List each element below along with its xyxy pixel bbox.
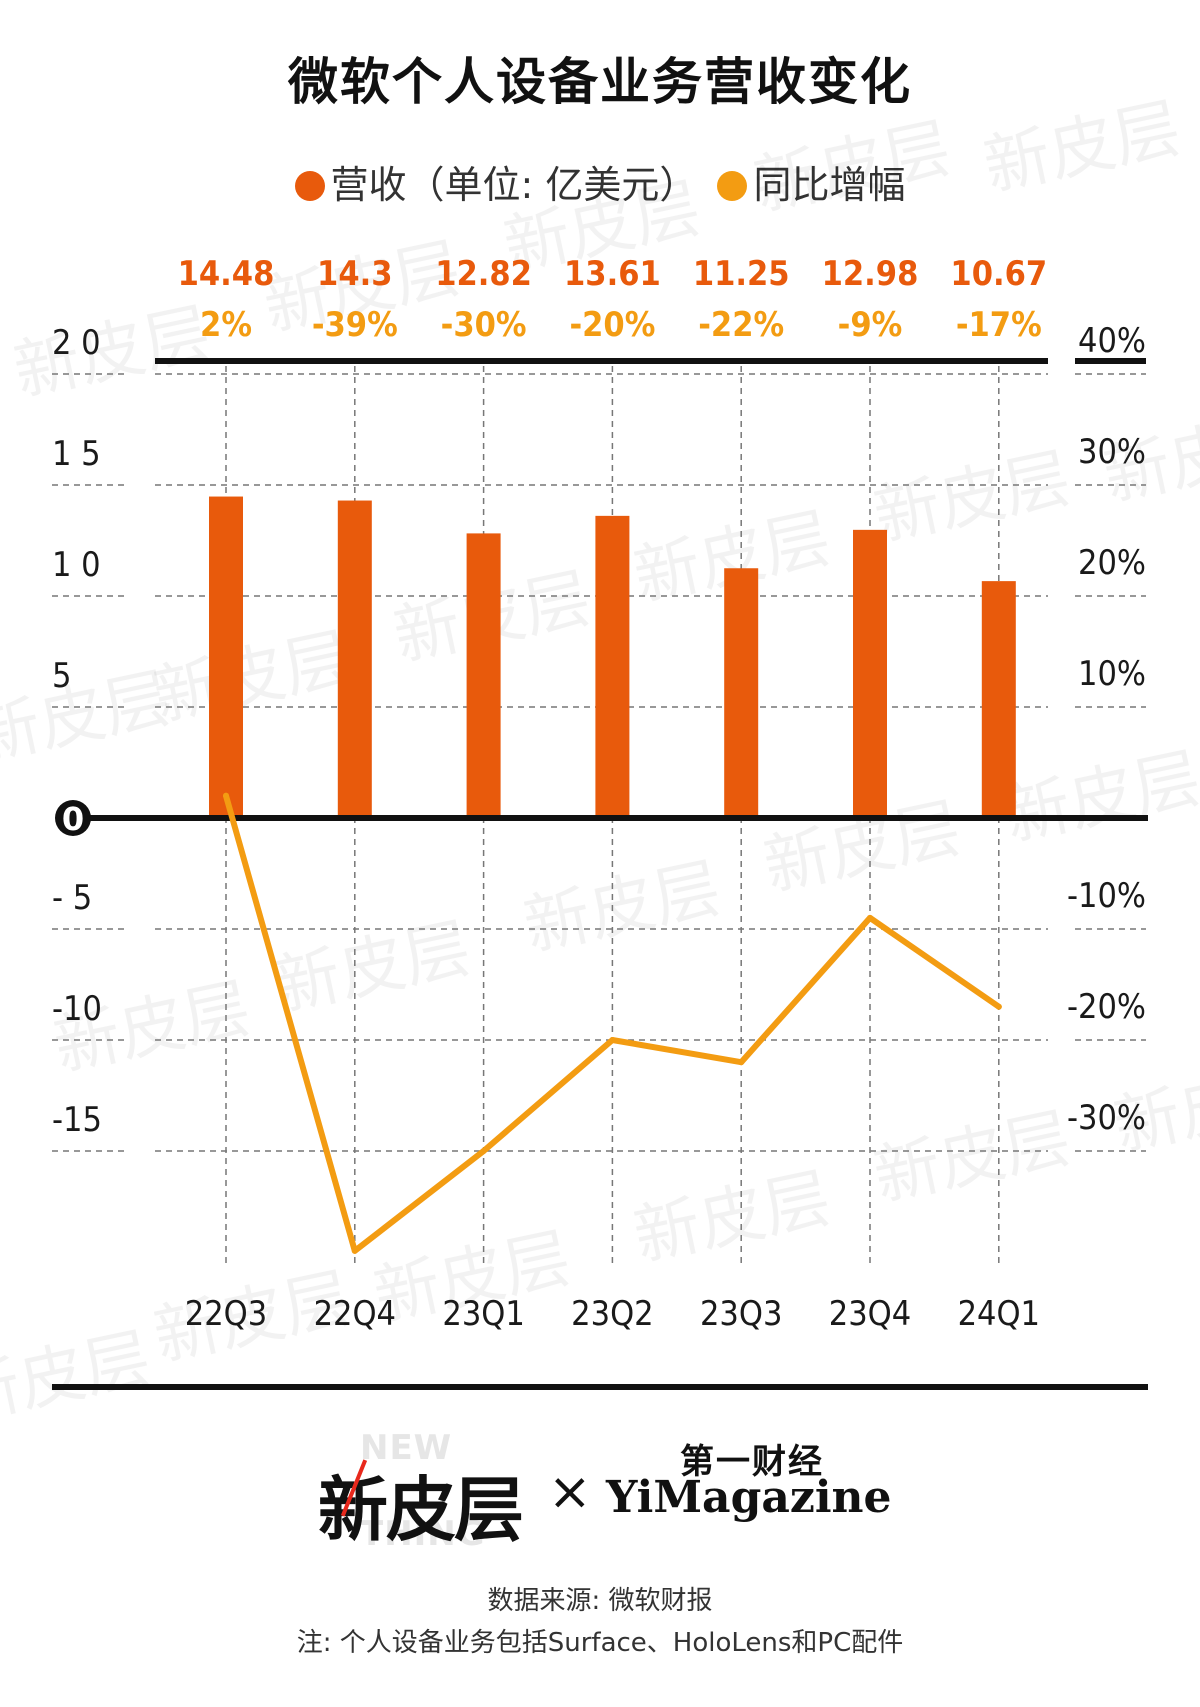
zero-axis-line (62, 815, 1148, 821)
page-title: 微软个人设备业务营收变化 (288, 53, 912, 111)
category-label: 23Q2 (571, 1294, 653, 1334)
category-label: 22Q3 (185, 1294, 267, 1334)
legend-item-revenue: 营收（单位: 亿美元） (294, 163, 710, 207)
left-tick-label: - 5 (52, 878, 92, 918)
zero-marker-label: 0 (62, 800, 84, 838)
watermark-text: 新皮层 (977, 89, 1187, 205)
axis-layer: 0 (52, 358, 1148, 1390)
left-tick-label: -10 (52, 989, 102, 1029)
watermark-text: 新皮层 (517, 849, 727, 965)
logo-new-text: NEW (360, 1428, 453, 1468)
logo-thing-text: THING (360, 1514, 486, 1554)
logo-xinpiceng: 新皮层 (318, 1468, 524, 1551)
watermark-text: 新皮层 (747, 109, 957, 225)
bar-revenue (853, 529, 887, 818)
bar-revenue (337, 500, 372, 818)
top-rule-main (155, 358, 1048, 364)
category-label: 24Q1 (958, 1294, 1040, 1334)
growth-value-label: -30% (441, 305, 527, 345)
growth-value-label: -20% (569, 305, 655, 345)
legend-dot-growth (717, 171, 748, 201)
left-tick-label: -15 (52, 1100, 102, 1140)
revenue-value-label: 10.67 (950, 254, 1047, 294)
growth-value-label: -17% (956, 305, 1042, 345)
growth-point (223, 792, 229, 799)
legend-label-revenue: 营收（单位: 亿美元） (330, 163, 698, 207)
line-layer (223, 792, 1002, 1254)
revenue-value-label: 14.3 (317, 254, 392, 294)
bottom-rule (52, 1384, 1148, 1390)
logo-yimagazine: YiMagazine (606, 1472, 892, 1523)
right-tick-label: 30% (1078, 432, 1146, 472)
growth-value-label: -9% (838, 305, 903, 345)
watermark-text: 新皮层 (867, 439, 1077, 555)
watermark-text: 新皮层 (147, 619, 357, 735)
legend-item-growth: 同比增幅 (717, 163, 906, 207)
revenue-value-label: 11.25 (693, 254, 790, 294)
left-tick-label: 2 0 (52, 323, 101, 363)
note-text: 注: 个人设备业务包括Surface、HoloLens和PC配件 (296, 1628, 904, 1658)
growth-point (867, 914, 873, 921)
watermark-text: 新皮层 (7, 294, 217, 410)
growth-value-label: -22% (698, 305, 784, 345)
watermark-text: 新皮层 (0, 659, 177, 775)
zero-marker (55, 800, 91, 836)
bar-revenue (595, 515, 630, 818)
growth-point (738, 1059, 745, 1066)
revenue-value-label: 12.82 (435, 254, 532, 294)
revenue-value-label: 14.48 (178, 254, 275, 294)
chart-legend: 营收（单位: 亿美元） 同比增幅 (0, 154, 1200, 209)
revenue-value-label: 13.61 (564, 254, 661, 294)
source-text: 数据来源: 微软财报 (487, 1586, 713, 1616)
right-tick-label: 20% (1078, 543, 1146, 583)
right-tick-label: -30% (1067, 1098, 1146, 1138)
growth-point (995, 1003, 1002, 1010)
growth-point (480, 1148, 487, 1154)
growth-point (351, 1247, 358, 1254)
left-tick-label: 5 (52, 656, 71, 696)
category-label: 23Q1 (442, 1294, 524, 1334)
legend-label-growth: 同比增幅 (753, 163, 906, 207)
times-icon: × (548, 1462, 592, 1522)
watermark-text: 新皮层 (627, 1159, 837, 1275)
bar-revenue (466, 533, 501, 818)
watermark-text: 新皮层 (997, 739, 1200, 855)
right-tick-label: -20% (1067, 987, 1146, 1027)
watermark-text: 新皮层 (267, 909, 477, 1025)
growth-point (609, 1037, 616, 1043)
right-tick-label: 40% (1078, 321, 1146, 361)
right-tick-label: -10% (1067, 876, 1146, 916)
right-tick-label: 10% (1078, 654, 1146, 694)
growth-value-label: -39% (312, 305, 398, 345)
top-rule-right (1075, 358, 1146, 364)
growth-value-label: 2% (200, 305, 252, 345)
left-tick-label: 1 5 (52, 434, 101, 474)
bar-revenue (981, 581, 1016, 818)
bar-revenue (209, 496, 243, 818)
chart-canvas: 新皮层新皮层新皮层新皮层 新皮层新皮层新皮层新皮层 新皮层新皮层新皮层新皮层新皮层新… (0, 89, 1200, 1420)
footer-logos: NEW THING 新皮层 × 第一财经 YiMagazine (0, 1428, 1200, 1558)
bar-revenue (724, 568, 759, 818)
revenue-value-label: 12.98 (822, 254, 919, 294)
legend-dot-revenue (294, 171, 325, 201)
category-label: 23Q4 (829, 1294, 911, 1334)
labels-layer: 2 0 1 5 1 0 5 - 5 -10 -15 40% 30% 20% 10% -10% -20% -… (52, 254, 1146, 1334)
category-label: 23Q3 (700, 1294, 782, 1334)
category-label: 22Q4 (314, 1294, 396, 1334)
bars-layer (209, 496, 1016, 818)
watermark-text: 新皮层 (0, 1319, 157, 1420)
left-tick-label: 1 0 (52, 545, 101, 585)
watermark-text: 新皮层 (867, 1099, 1077, 1215)
logo-diyicaijing: 第一财经 (680, 1442, 824, 1482)
